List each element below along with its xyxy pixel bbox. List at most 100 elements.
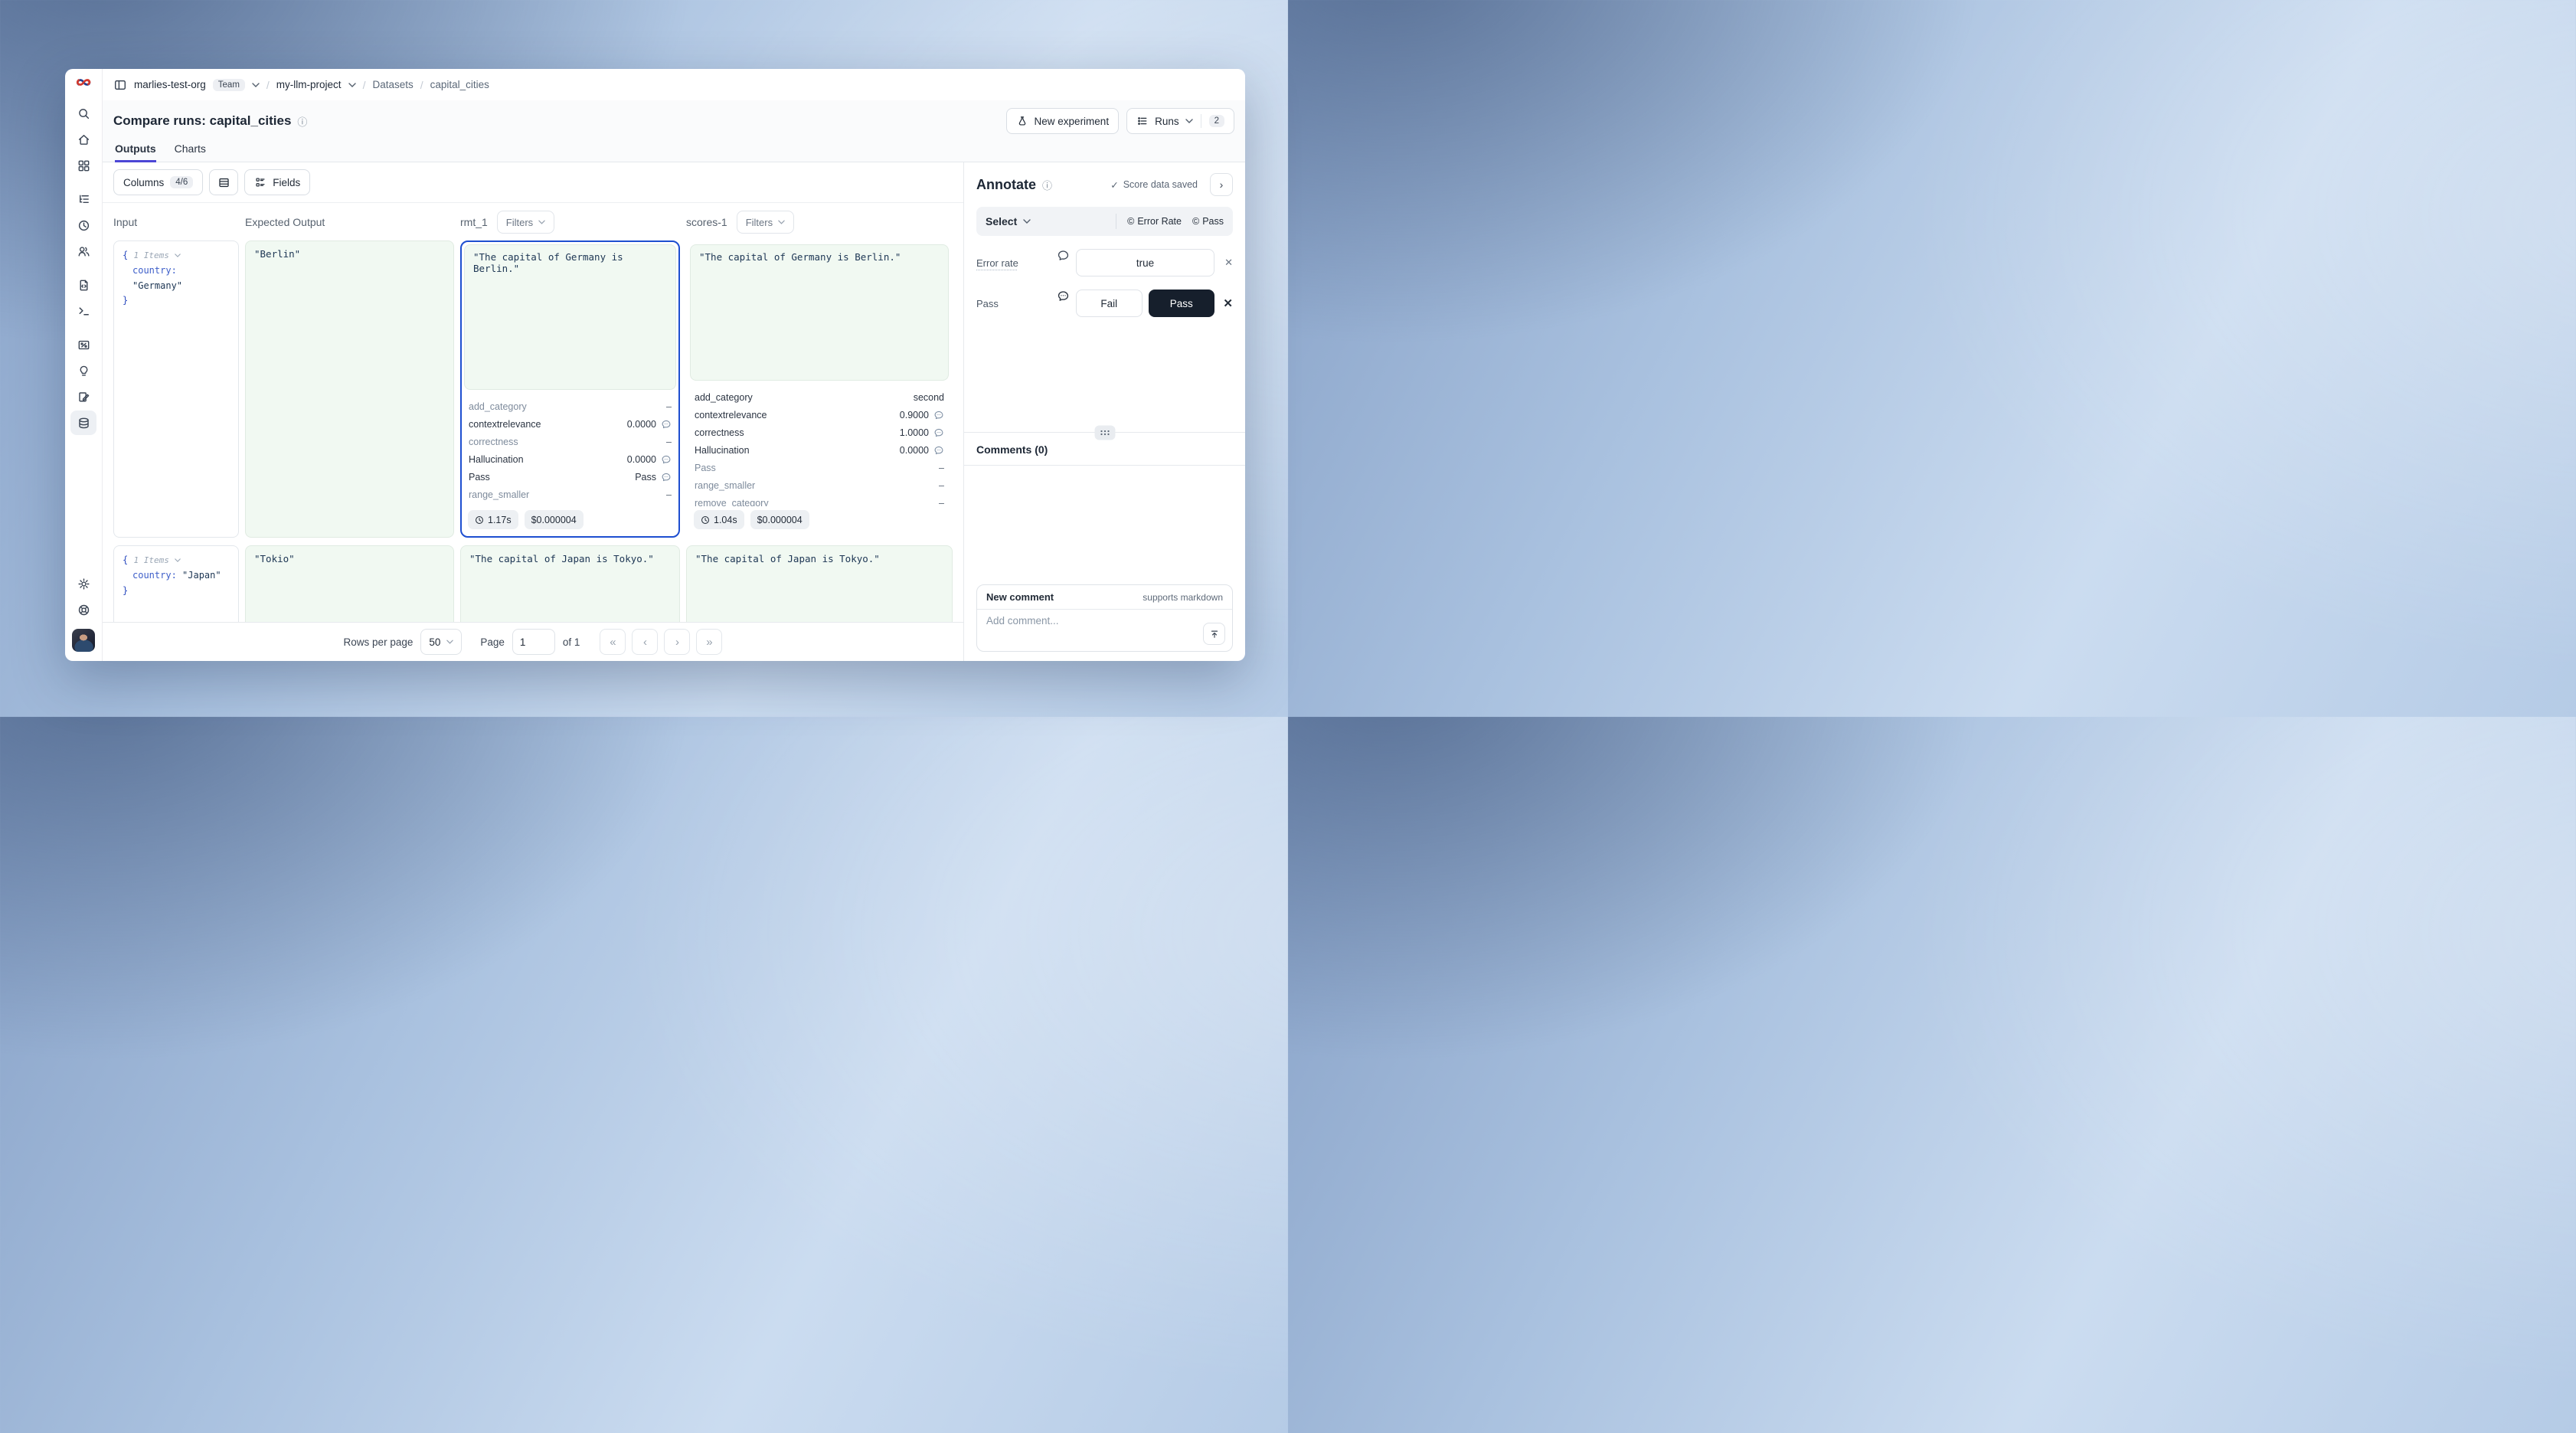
history-icon[interactable] bbox=[70, 213, 96, 237]
previous-page-button[interactable]: ‹ bbox=[632, 629, 659, 655]
runs-button[interactable]: Runs 2 bbox=[1126, 108, 1234, 134]
rmt-1-output-cell-selected[interactable]: "The capital of Germany is Berlin." add_… bbox=[460, 240, 680, 538]
column-header-input[interactable]: Input bbox=[113, 216, 138, 228]
submit-comment-button[interactable] bbox=[1203, 623, 1225, 645]
column-header-rmt-1[interactable]: rmt_1 bbox=[460, 216, 488, 228]
code-file-icon[interactable] bbox=[70, 273, 96, 297]
scorer-select[interactable]: Select bbox=[986, 215, 1031, 227]
table-row: { 1 Items country: "Germany" } "Berlin" … bbox=[113, 240, 953, 538]
clock-icon bbox=[475, 515, 484, 525]
traces-icon[interactable] bbox=[70, 187, 96, 211]
scorer-chip-error-rate[interactable]: © Error Rate bbox=[1127, 216, 1182, 227]
comment-input[interactable] bbox=[986, 615, 1223, 646]
annotation-icon[interactable] bbox=[70, 384, 96, 409]
breadcrumb-datasets[interactable]: Datasets bbox=[372, 79, 414, 90]
tab-outputs[interactable]: Outputs bbox=[115, 142, 156, 162]
runs-count-badge: 2 bbox=[1208, 115, 1224, 127]
org-logo[interactable] bbox=[75, 77, 92, 88]
expected-output-cell[interactable]: "Tokio" bbox=[245, 545, 454, 622]
users-icon[interactable] bbox=[70, 239, 96, 263]
user-avatar[interactable] bbox=[72, 629, 95, 652]
breadcrumb-org[interactable]: marlies-test-org bbox=[134, 79, 206, 90]
expected-output-cell[interactable]: "Berlin" bbox=[245, 240, 454, 538]
columns-button[interactable]: Columns 4/6 bbox=[113, 169, 204, 195]
comment-bubble-icon[interactable] bbox=[933, 445, 944, 456]
comments-section-title: Comments (0) bbox=[976, 443, 1048, 456]
pass-label: Pass bbox=[976, 297, 999, 309]
latency-chip[interactable]: 1.04s bbox=[694, 510, 744, 529]
rows-per-page-select[interactable]: 50 bbox=[420, 629, 463, 655]
settings-icon[interactable] bbox=[70, 571, 96, 596]
chevron-down-icon[interactable] bbox=[175, 254, 181, 257]
table-rows-icon bbox=[217, 176, 230, 189]
support-icon[interactable] bbox=[70, 597, 96, 622]
scorer-chip-pass[interactable]: © Pass bbox=[1192, 216, 1224, 227]
chevron-down-icon[interactable] bbox=[348, 82, 356, 87]
cost-chip[interactable]: $0.000004 bbox=[524, 510, 584, 529]
page-number-input[interactable] bbox=[512, 629, 555, 655]
datasets-icon[interactable] bbox=[70, 411, 96, 435]
terminal-icon[interactable] bbox=[70, 299, 96, 323]
scores-1-output-cell[interactable]: "The capital of Japan is Tokyo." bbox=[686, 545, 953, 622]
pass-option-button[interactable]: Pass bbox=[1148, 290, 1214, 317]
scores-1-output-cell[interactable]: "The capital of Germany is Berlin." add_… bbox=[686, 240, 953, 538]
sidebar-toggle-icon[interactable] bbox=[113, 78, 127, 92]
comment-bubble-dots-icon[interactable] bbox=[1050, 290, 1076, 303]
column-header-scores-1[interactable]: scores-1 bbox=[686, 216, 727, 228]
score-saved-status: ✓ Score data saved bbox=[1110, 179, 1198, 191]
home-icon[interactable] bbox=[70, 127, 96, 152]
input-cell[interactable]: { 1 Items country: "Germany" } bbox=[113, 240, 239, 538]
check-icon: ✓ bbox=[1110, 179, 1119, 191]
clear-pass-button[interactable]: ✕ bbox=[1223, 297, 1233, 310]
rmt-1-filters-button[interactable]: Filters bbox=[496, 211, 555, 234]
metrics-list: add_category second contextrelevance 0.900… bbox=[695, 391, 944, 507]
fields-icon bbox=[254, 176, 266, 188]
table-toolbar: Columns 4/6 Fields bbox=[103, 162, 963, 203]
tab-charts[interactable]: Charts bbox=[174, 142, 206, 155]
model-output-text[interactable]: "The capital of Germany is Berlin." bbox=[464, 244, 676, 390]
comment-bubble-icon[interactable] bbox=[661, 419, 672, 430]
info-icon[interactable]: ⓘ bbox=[1042, 179, 1053, 191]
table-body: { 1 Items country: "Germany" } "Berlin" … bbox=[103, 240, 963, 622]
next-page-button[interactable]: › bbox=[664, 629, 691, 655]
comment-bubble-icon[interactable] bbox=[661, 472, 672, 483]
fields-button[interactable]: Fields bbox=[244, 169, 311, 195]
scores-1-filters-button[interactable]: Filters bbox=[736, 211, 795, 234]
ideas-icon[interactable] bbox=[70, 358, 96, 383]
info-icon[interactable]: ⓘ bbox=[297, 116, 308, 128]
chevron-down-icon bbox=[1023, 219, 1031, 224]
chevron-down-icon[interactable] bbox=[175, 558, 181, 562]
dashboard-icon[interactable] bbox=[70, 153, 96, 178]
evals-icon[interactable] bbox=[70, 332, 96, 357]
rows-per-page-label: Rows per page bbox=[343, 636, 414, 648]
error-rate-value-input[interactable] bbox=[1076, 249, 1214, 276]
pagination-bar: Rows per page 50 Page of 1 « ‹ › » bbox=[103, 622, 963, 661]
chevron-down-icon[interactable] bbox=[252, 82, 260, 87]
comment-bubble-icon[interactable] bbox=[661, 454, 672, 465]
run-footer: 1.04s $0.000004 bbox=[690, 506, 949, 534]
drag-handle[interactable] bbox=[1094, 425, 1115, 440]
page-total-label: of 1 bbox=[562, 636, 580, 648]
model-output-text[interactable]: "The capital of Germany is Berlin." bbox=[690, 244, 949, 381]
comment-bubble-icon[interactable] bbox=[1050, 249, 1076, 262]
annotation-field-pass: Pass Fail Pass ✕ bbox=[976, 290, 1233, 317]
rmt-1-output-cell[interactable]: "The capital of Japan is Tokyo." bbox=[460, 545, 680, 622]
comment-bubble-icon[interactable] bbox=[933, 410, 944, 420]
app-window: marlies-test-org Team / my-llm-project /… bbox=[65, 69, 1245, 661]
comment-bubble-icon[interactable] bbox=[933, 427, 944, 438]
first-page-button[interactable]: « bbox=[600, 629, 626, 655]
clear-error-rate-button[interactable]: ✕ bbox=[1224, 257, 1233, 268]
breadcrumb-project[interactable]: my-llm-project bbox=[276, 79, 342, 90]
new-experiment-button[interactable]: New experiment bbox=[1005, 108, 1120, 134]
latency-chip[interactable]: 1.17s bbox=[468, 510, 518, 529]
search-icon[interactable] bbox=[70, 101, 96, 126]
cost-chip[interactable]: $0.000004 bbox=[750, 510, 809, 529]
input-cell[interactable]: { 1 Items country: "Japan" } bbox=[113, 545, 239, 622]
collapse-panel-button[interactable]: › bbox=[1210, 173, 1233, 196]
row-height-button[interactable] bbox=[209, 169, 239, 195]
column-header-expected-output[interactable]: Expected Output bbox=[245, 216, 325, 228]
fail-option-button[interactable]: Fail bbox=[1076, 290, 1143, 317]
new-comment-title: New comment bbox=[986, 591, 1054, 603]
last-page-button[interactable]: » bbox=[696, 629, 723, 655]
chevron-down-icon bbox=[446, 640, 454, 644]
